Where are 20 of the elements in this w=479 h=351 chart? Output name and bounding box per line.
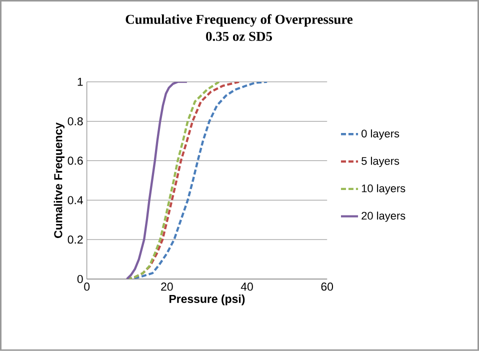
x-axis-title: Pressure (psi) bbox=[169, 294, 245, 306]
x-tick-label: 20 bbox=[161, 282, 173, 291]
y-tick-label: 0.8 bbox=[68, 117, 83, 126]
x-tick-label: 60 bbox=[321, 282, 334, 291]
legend-label: 5 layers bbox=[362, 156, 400, 168]
y-axis-title: Cumalitve Frequency bbox=[54, 122, 65, 238]
line-series bbox=[126, 82, 220, 280]
chart-subtitle: 0.35 oz SD5 bbox=[206, 32, 272, 42]
y-tick-label: 0 bbox=[77, 275, 83, 284]
line-series bbox=[126, 82, 188, 280]
legend-label: 0 layers bbox=[362, 129, 400, 140]
legend-label: 10 layers bbox=[362, 184, 406, 194]
y-tick-label: 1 bbox=[78, 78, 83, 86]
legend-label: 20 layers bbox=[362, 212, 406, 222]
y-tick-label: 0.6 bbox=[68, 156, 83, 165]
chart-title: Cumulative Frequency of Overpressure bbox=[126, 14, 353, 27]
x-tick-label: 0 bbox=[84, 282, 90, 291]
x-tick-label: 40 bbox=[240, 282, 253, 291]
y-tick-label: 0.2 bbox=[68, 236, 83, 244]
y-tick-label: 0.4 bbox=[68, 196, 83, 204]
